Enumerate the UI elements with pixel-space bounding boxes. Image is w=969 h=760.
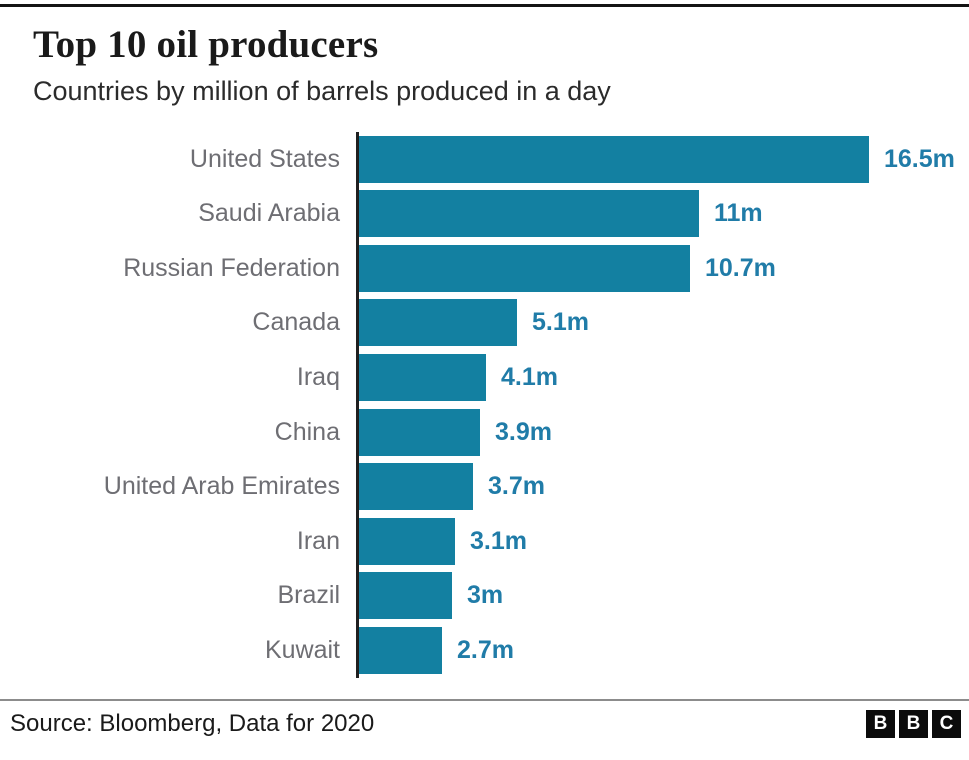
chart-row: Kuwait 2.7m [0,623,969,678]
chart-subtitle: Countries by million of barrels produced… [33,75,611,106]
bar-area: 3m [356,568,969,624]
chart-row: Canada 5.1m [0,295,969,351]
bar-area: 4.1m [356,350,969,405]
bar-value: 2.7m [457,636,514,665]
bar-area: 3.1m [356,514,969,569]
chart-header: Top 10 oil producers Countries by millio… [0,23,969,107]
bar-area: 10.7m [356,241,969,296]
bar-value: 4.1m [501,363,558,392]
top-border-rule [0,4,969,7]
bar-area: 5.1m [356,295,969,351]
bar [359,354,486,402]
bbc-logo: B B C [866,709,961,738]
bar [359,517,455,565]
chart-row: Brazil 3m [0,568,969,624]
row-label: Canada [252,308,340,337]
bar-area: 11m [356,186,969,242]
bar-value: 10.7m [705,253,776,282]
source-text: Source: Bloomberg, Data for 2020 [10,709,375,737]
bar [359,572,452,620]
bar [359,408,480,456]
row-label: United States [189,144,340,173]
chart-row: Saudi Arabia 11m [0,186,969,242]
footer-divider [0,698,969,701]
bar-area: 3.9m [356,404,969,460]
bar-area: 2.7m [356,623,969,678]
chart-row: Russian Federation 10.7m [0,241,969,296]
bar-value: 3m [467,581,504,610]
bar-area: 3.7m [356,459,969,515]
row-label: Iraq [296,363,340,392]
row-label: Kuwait [264,636,340,665]
row-label: Brazil [277,581,340,610]
chart-row: United States 16.5m [0,131,969,187]
bbc-logo-letter-b2: B [899,709,928,738]
bar-value: 16.5m [884,144,955,173]
bbc-logo-letter-b1: B [866,709,895,738]
bar-area: 16.5m [356,131,969,187]
bar-value: 5.1m [532,308,589,337]
chart-row: Iraq 4.1m [0,350,969,405]
row-label: United Arab Emirates [103,472,340,501]
chart-title: Top 10 oil producers [33,23,379,66]
chart-row: China 3.9m [0,404,969,460]
bbc-logo-letter-c: C [932,709,961,738]
bar [359,463,473,511]
chart-row: United Arab Emirates 3.7m [0,459,969,515]
bar-value: 3.7m [488,472,545,501]
bar-value: 3.9m [495,417,552,446]
bar [359,135,869,183]
chart-row: Iran 3.1m [0,514,969,569]
bar [359,190,699,238]
bar [359,299,517,347]
bar-value: 3.1m [470,526,527,555]
bar-value: 11m [714,199,763,228]
row-label: Saudi Arabia [198,199,340,228]
footer: Source: Bloomberg, Data for 2020 B B C [0,701,969,738]
bar [359,627,442,675]
row-label: Russian Federation [123,253,340,282]
bar [359,244,690,292]
row-label: Iran [296,526,340,555]
bar-chart: United States 16.5m Saudi Arabia 11m Rus… [0,131,969,678]
row-label: China [274,417,340,446]
